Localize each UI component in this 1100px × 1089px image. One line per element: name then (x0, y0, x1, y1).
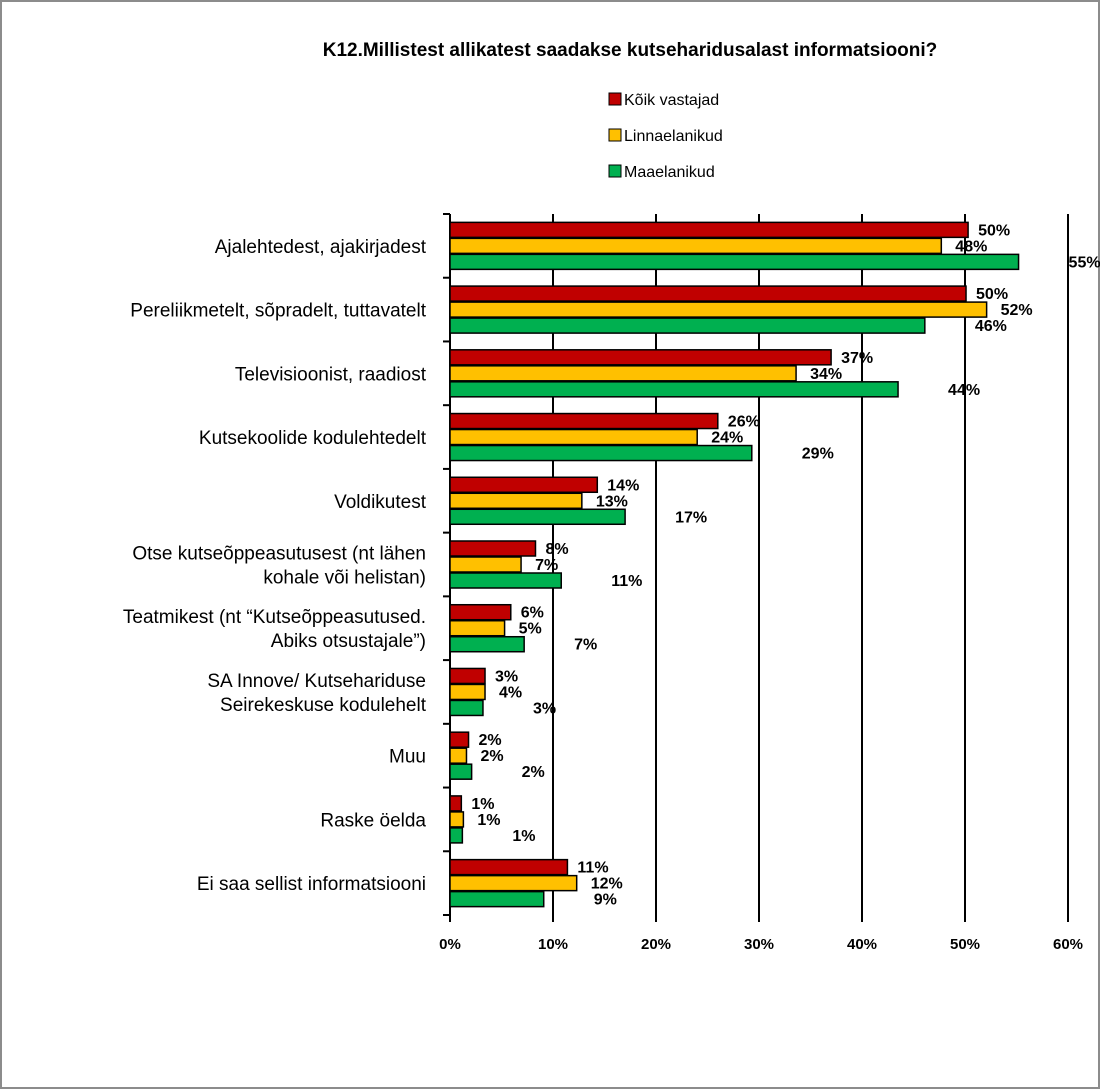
bar-1-5 (449, 556, 522, 573)
bar-0-4 (449, 476, 599, 494)
legend-swatch-1 (608, 128, 622, 142)
bar-2-1 (449, 317, 926, 334)
x-tick-label-1: 10% (538, 936, 568, 953)
bar-0-0 (449, 221, 969, 239)
data-label-0-9: 1% (471, 796, 494, 813)
bar-0-7 (449, 667, 486, 685)
data-label-2-5: 11% (611, 573, 642, 590)
bar-2-2 (449, 381, 899, 398)
bar-2-8 (449, 763, 473, 780)
category-label-6-1: Abiks otsustajale”) (271, 631, 426, 652)
bar-1-2 (449, 365, 797, 382)
data-label-1-1: 52% (1001, 302, 1033, 319)
x-tick-label-4: 40% (847, 936, 877, 953)
category-label-7-0: SA Innove/ Kutsehariduse (207, 671, 426, 692)
data-label-2-10: 9% (594, 892, 617, 909)
data-label-2-6: 7% (574, 637, 597, 654)
data-label-1-2: 34% (810, 366, 842, 383)
category-label-5-1: kohale või helistan) (263, 568, 426, 589)
x-tick-label-5: 50% (950, 936, 980, 953)
legend-label-1: Linnaelanikud (624, 128, 723, 145)
bar-0-1 (449, 285, 967, 302)
bar-0-6 (449, 603, 512, 621)
category-label-1-0: Pereliikmetelt, sõpradelt, tuttavatelt (130, 301, 426, 322)
bar-1-1 (449, 301, 988, 318)
data-label-1-8: 2% (480, 748, 503, 765)
category-label-3-0: Kutsekoolide kodulehtedelt (199, 428, 427, 449)
category-label-8-0: Muu (389, 747, 426, 768)
data-label-2-7: 3% (533, 700, 556, 717)
legend-swatch-0 (608, 92, 622, 106)
bar-1-9 (449, 811, 465, 828)
bar-2-10 (449, 890, 545, 908)
category-label-2-0: Televisioonist, raadiost (235, 364, 427, 385)
bar-0-3 (449, 412, 719, 430)
data-label-2-3: 29% (802, 446, 834, 463)
category-label-9-0: Raske öelda (320, 810, 426, 831)
data-label-2-1: 46% (975, 318, 1007, 335)
category-label-0-0: Ajalehtedest, ajakirjadest (215, 237, 427, 258)
bar-2-4 (449, 508, 626, 526)
data-label-2-4: 17% (675, 509, 707, 526)
x-tick-label-2: 20% (641, 936, 671, 953)
legend-swatch-2 (608, 164, 622, 178)
bar-2-3 (449, 444, 753, 462)
data-label-0-5: 8% (545, 541, 568, 558)
data-label-1-5: 7% (535, 557, 558, 574)
data-label-1-0: 48% (955, 238, 987, 255)
data-label-0-2: 37% (841, 350, 873, 367)
chart-title: K12.Millistest allikatest saadakse kutse… (323, 40, 938, 61)
data-label-1-3: 24% (711, 430, 743, 447)
category-label-5-0: Otse kutseõppeasutusest (nt lähen (132, 544, 426, 565)
category-label-4-0: Voldikutest (334, 492, 427, 513)
data-label-1-7: 4% (499, 684, 522, 701)
bar-0-10 (449, 858, 569, 876)
data-label-2-0: 55% (1069, 254, 1100, 271)
bar-2-5 (449, 572, 562, 589)
bar-2-0 (449, 253, 1020, 271)
category-label-10-0: Ei saa sellist informatsiooni (197, 874, 426, 895)
data-label-0-3: 26% (728, 414, 760, 431)
legend-label-0: Kõik vastajad (624, 92, 719, 109)
bar-1-4 (449, 492, 583, 510)
bar-1-6 (449, 619, 506, 637)
bar-0-9 (449, 795, 463, 812)
data-label-1-6: 5% (519, 621, 542, 638)
data-label-0-0: 50% (978, 222, 1010, 239)
data-label-0-10: 11% (577, 860, 608, 877)
data-label-2-2: 44% (948, 382, 980, 399)
data-label-0-1: 50% (976, 286, 1008, 303)
bar-2-6 (449, 635, 525, 653)
data-label-0-8: 2% (479, 732, 502, 749)
bar-1-7 (449, 683, 486, 701)
bar-1-10 (449, 874, 578, 892)
bar-0-5 (449, 540, 537, 557)
bar-0-8 (449, 731, 470, 748)
data-label-0-6: 6% (521, 605, 544, 622)
x-tick-label-3: 30% (744, 936, 774, 953)
bar-1-0 (449, 237, 943, 255)
data-label-2-9: 1% (512, 828, 535, 845)
category-label-6-0: Teatmikest (nt “Kutseõppeasutused. (123, 607, 426, 628)
bar-0-2 (449, 349, 832, 366)
bar-1-3 (449, 428, 698, 446)
bar-2-9 (449, 827, 464, 844)
bar-1-8 (449, 747, 468, 764)
data-label-0-7: 3% (495, 668, 518, 685)
legend-label-2: Maaelanikud (624, 164, 715, 181)
x-tick-label-6: 60% (1053, 936, 1083, 953)
data-label-1-9: 1% (477, 812, 500, 829)
data-label-1-10: 12% (591, 876, 623, 893)
x-tick-label-0: 0% (439, 936, 461, 953)
data-label-2-8: 2% (522, 764, 545, 781)
bar-2-7 (449, 699, 484, 717)
data-label-0-4: 14% (607, 477, 639, 494)
data-label-1-4: 13% (596, 493, 628, 510)
category-label-7-1: Seirekeskuse kodulehelt (220, 695, 427, 716)
